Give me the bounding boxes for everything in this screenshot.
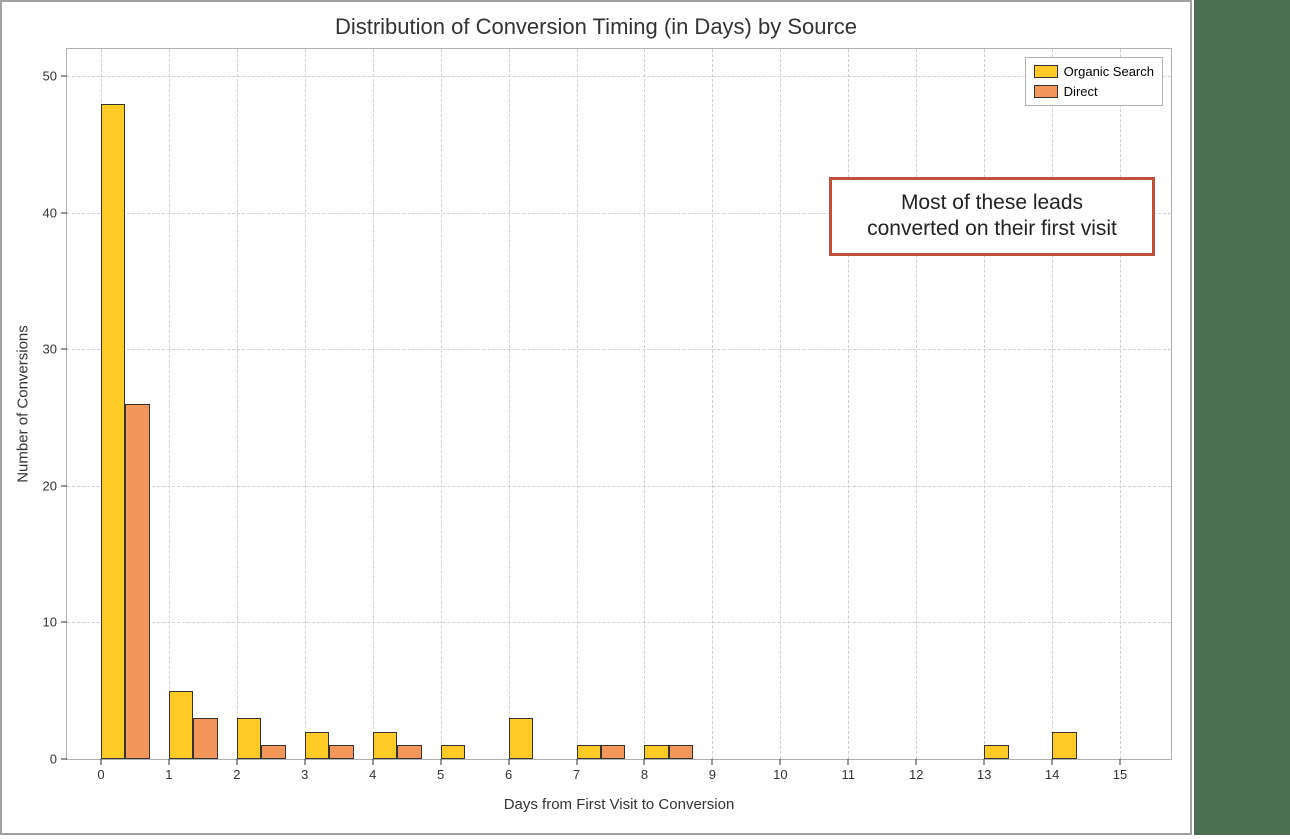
ytick-mark bbox=[61, 349, 67, 350]
plot-area: Number of Conversions Days from First Vi… bbox=[66, 48, 1172, 760]
xtick-mark bbox=[848, 759, 849, 765]
side-strip bbox=[1194, 0, 1290, 835]
xtick-mark bbox=[916, 759, 917, 765]
gridline-h bbox=[67, 486, 1171, 487]
xtick-mark bbox=[1052, 759, 1053, 765]
xtick-mark bbox=[576, 759, 577, 765]
gridline-v bbox=[441, 49, 442, 759]
xtick-mark bbox=[168, 759, 169, 765]
bar bbox=[193, 718, 217, 759]
legend-swatch-direct bbox=[1034, 85, 1058, 98]
ytick-mark bbox=[61, 485, 67, 486]
xtick-mark bbox=[440, 759, 441, 765]
gridline-v bbox=[373, 49, 374, 759]
legend-label-direct: Direct bbox=[1064, 82, 1098, 102]
gridline-v bbox=[237, 49, 238, 759]
xtick-mark bbox=[712, 759, 713, 765]
xtick-mark bbox=[100, 759, 101, 765]
ytick-mark bbox=[61, 76, 67, 77]
gridline-v bbox=[509, 49, 510, 759]
gridline-v bbox=[644, 49, 645, 759]
xtick-mark bbox=[304, 759, 305, 765]
annotation-callout: Most of these leads converted on their f… bbox=[829, 177, 1155, 256]
chart-title: Distribution of Conversion Timing (in Da… bbox=[2, 14, 1190, 40]
bar bbox=[441, 745, 465, 759]
bar bbox=[261, 745, 285, 759]
gridline-v bbox=[169, 49, 170, 759]
bar bbox=[169, 691, 193, 759]
chart-frame: Distribution of Conversion Timing (in Da… bbox=[0, 0, 1192, 835]
ytick-mark bbox=[61, 212, 67, 213]
xtick-mark bbox=[644, 759, 645, 765]
gridline-v bbox=[1120, 49, 1121, 759]
y-axis-label: Number of Conversions bbox=[15, 325, 32, 483]
bar bbox=[101, 104, 125, 759]
xtick-mark bbox=[508, 759, 509, 765]
gridline-v bbox=[780, 49, 781, 759]
legend-item-organic: Organic Search bbox=[1034, 62, 1154, 82]
annotation-line1: Most of these leads bbox=[901, 191, 1083, 214]
bar bbox=[305, 732, 329, 759]
xtick-mark bbox=[984, 759, 985, 765]
bar bbox=[984, 745, 1008, 759]
bar bbox=[1052, 732, 1076, 759]
ytick-mark bbox=[61, 622, 67, 623]
bar bbox=[601, 745, 625, 759]
xtick-mark bbox=[1120, 759, 1121, 765]
gridline-v bbox=[305, 49, 306, 759]
gridline-h bbox=[67, 76, 1171, 77]
gridline-h bbox=[67, 622, 1171, 623]
legend-item-direct: Direct bbox=[1034, 82, 1154, 102]
bar bbox=[509, 718, 533, 759]
bar bbox=[644, 745, 668, 759]
bar bbox=[373, 732, 397, 759]
x-axis-label: Days from First Visit to Conversion bbox=[67, 796, 1171, 813]
legend-label-organic: Organic Search bbox=[1064, 62, 1154, 82]
gridline-v bbox=[984, 49, 985, 759]
gridline-v bbox=[848, 49, 849, 759]
xtick-mark bbox=[236, 759, 237, 765]
gridline-h bbox=[67, 349, 1171, 350]
ytick-mark bbox=[61, 759, 67, 760]
gridline-v bbox=[577, 49, 578, 759]
legend-swatch-organic bbox=[1034, 65, 1058, 78]
bar bbox=[125, 404, 149, 759]
annotation-line2: converted on their first visit bbox=[867, 217, 1117, 240]
bar bbox=[397, 745, 421, 759]
xtick-mark bbox=[780, 759, 781, 765]
bar bbox=[669, 745, 693, 759]
bar bbox=[237, 718, 261, 759]
bar bbox=[329, 745, 353, 759]
gridline-v bbox=[1052, 49, 1053, 759]
gridline-v bbox=[916, 49, 917, 759]
gridline-v bbox=[712, 49, 713, 759]
xtick-mark bbox=[372, 759, 373, 765]
bar bbox=[577, 745, 601, 759]
legend: Organic Search Direct bbox=[1025, 57, 1163, 106]
